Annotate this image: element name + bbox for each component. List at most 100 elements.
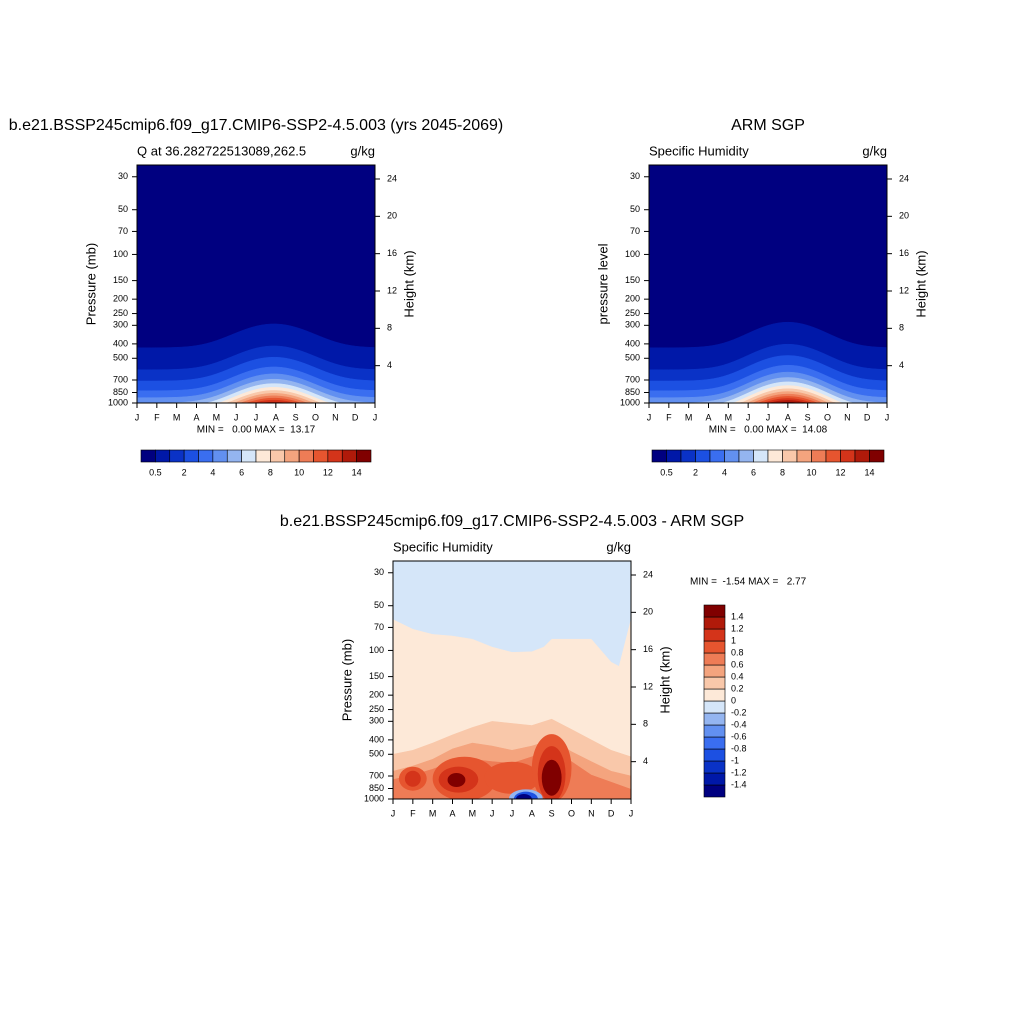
y-tick-label: 70 xyxy=(630,226,640,236)
colorbar-label: 12 xyxy=(835,467,845,477)
contour-fill xyxy=(649,396,887,403)
y-tick-label: 250 xyxy=(369,704,384,714)
colorbar-label: 8 xyxy=(780,467,785,477)
colorbar-box xyxy=(666,449,682,463)
colorbar-box xyxy=(703,736,726,750)
x-tick-label: M xyxy=(213,412,221,422)
colorbar-box xyxy=(703,772,726,786)
chart-title: b.e21.BSSP245cmip6.f09_g17.CMIP6-SSP2-4.… xyxy=(9,117,504,134)
y-tick-label: 500 xyxy=(369,749,384,759)
colorbar-box xyxy=(796,449,812,463)
x-tick-label: M xyxy=(685,412,693,422)
colorbar-box xyxy=(753,449,769,463)
colorbar-box xyxy=(724,449,740,463)
x-tick-label: N xyxy=(588,808,595,818)
colorbar-label: 0.5 xyxy=(660,467,673,477)
x-tick-label: J xyxy=(629,808,634,818)
y-tick-label: 400 xyxy=(369,734,384,744)
colorbar-box xyxy=(811,449,827,463)
colorbar-label: 10 xyxy=(294,467,304,477)
y-tick-label: 700 xyxy=(625,374,640,384)
colorbar-box xyxy=(270,449,286,463)
x-tick-label: O xyxy=(568,808,575,818)
colorbar-label: 1.4 xyxy=(731,611,744,621)
colorbar-label: -1 xyxy=(731,755,739,765)
y-tick-label: 70 xyxy=(374,622,384,632)
colorbar-box xyxy=(703,700,726,714)
colorbar-label: -0.2 xyxy=(731,707,747,717)
y2-tick-label: 24 xyxy=(899,173,909,183)
colorbar-box xyxy=(284,449,300,463)
y-tick-label: 200 xyxy=(625,294,640,304)
x-tick-label: A xyxy=(193,412,199,422)
x-tick-label: F xyxy=(666,412,672,422)
y2-tick-label: 8 xyxy=(387,323,392,333)
colorbar-box xyxy=(703,616,726,630)
right-string: g/kg xyxy=(606,539,631,554)
y-tick-label: 250 xyxy=(113,308,128,318)
y-tick-label: 1000 xyxy=(108,397,128,407)
y-tick-label: 850 xyxy=(625,387,640,397)
y-tick-label: 500 xyxy=(113,353,128,363)
colorbar-box xyxy=(703,676,726,690)
x-tick-label: O xyxy=(312,412,319,422)
colorbar-label: 14 xyxy=(352,467,362,477)
colorbar-label: 8 xyxy=(268,467,273,477)
colorbar-label: 4 xyxy=(722,467,727,477)
y-tick-label: 100 xyxy=(625,249,640,259)
y-tick-label: 50 xyxy=(374,600,384,610)
contour-field xyxy=(393,561,631,799)
colorbar-label: -0.8 xyxy=(731,743,747,753)
y-tick-label: 100 xyxy=(369,645,384,655)
x-tick-label: A xyxy=(273,412,279,422)
colorbar-box xyxy=(651,449,667,463)
x-tick-label: J xyxy=(510,808,515,818)
contour-field xyxy=(649,165,887,403)
colorbar-box xyxy=(169,449,185,463)
colorbar-label: 0.4 xyxy=(731,671,744,681)
colorbar-box xyxy=(356,449,372,463)
x-tick-label: A xyxy=(705,412,711,422)
y-tick-label: 400 xyxy=(625,338,640,348)
x-tick-label: J xyxy=(746,412,751,422)
y-tick-label: 400 xyxy=(113,338,128,348)
y2-tick-label: 4 xyxy=(899,360,904,370)
left-string: Specific Humidity xyxy=(393,539,493,554)
colorbar-box xyxy=(703,712,726,726)
y2-tick-label: 4 xyxy=(643,756,648,766)
y-tick-label: 1000 xyxy=(620,397,640,407)
colorbar-box xyxy=(767,449,783,463)
y-tick-label: 700 xyxy=(369,770,384,780)
y2-tick-label: 20 xyxy=(899,211,909,221)
y2-tick-label: 16 xyxy=(899,248,909,258)
colorbar-label: 0 xyxy=(731,695,736,705)
y-tick-label: 100 xyxy=(113,249,128,259)
colorbar-box xyxy=(703,628,726,642)
colorbar-box xyxy=(298,449,314,463)
y-tick-label: 30 xyxy=(118,171,128,181)
colorbar-box xyxy=(703,688,726,702)
y-tick-label: 700 xyxy=(113,374,128,384)
colorbar-box xyxy=(313,449,329,463)
y2-tick-label: 4 xyxy=(387,360,392,370)
x-tick-label: A xyxy=(785,412,791,422)
y-tick-label: 150 xyxy=(113,275,128,285)
colorbar-box xyxy=(840,449,856,463)
x-tick-label: J xyxy=(135,412,140,422)
colorbar-label: -0.6 xyxy=(731,731,747,741)
colorbar-label: -1.2 xyxy=(731,767,747,777)
colorbar-label: -0.4 xyxy=(731,719,747,729)
y2-tick-label: 8 xyxy=(643,719,648,729)
colorbar-box xyxy=(140,449,156,463)
colorbar-box xyxy=(183,449,199,463)
colorbar-box xyxy=(703,604,726,618)
contour-fill xyxy=(447,773,466,788)
colorbar-box xyxy=(709,449,725,463)
colorbar-box xyxy=(703,760,726,774)
y-tick-label: 200 xyxy=(113,294,128,304)
left-string: Q at 36.282722513089,262.5 xyxy=(137,143,306,158)
x-tick-label: J xyxy=(490,808,495,818)
y-tick-label: 30 xyxy=(630,171,640,181)
x-tick-label: M xyxy=(429,808,437,818)
